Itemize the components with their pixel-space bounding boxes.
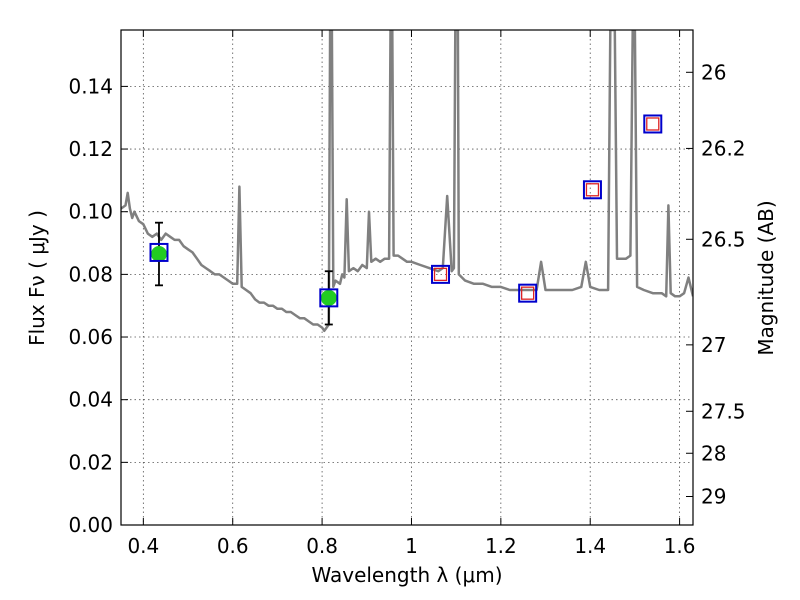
model-photometry-square <box>518 283 538 303</box>
upper-limit-square <box>646 117 660 131</box>
y-tick-label: 0.00 <box>68 513 113 537</box>
model-photometry-square <box>582 180 602 200</box>
tick-layer <box>121 30 693 526</box>
spectrum-line <box>121 30 693 333</box>
upper-limit-square <box>585 183 600 197</box>
x-tick-label: 1 <box>405 534 418 558</box>
y2-tick-label: 27 <box>701 333 726 357</box>
y-tick-label: 0.14 <box>68 74 113 98</box>
y-tick-label: 0.06 <box>68 325 113 349</box>
y2-tick-label: 28 <box>701 441 726 465</box>
y-tick-label: 0.10 <box>68 200 113 224</box>
y2-tick-label: 26.2 <box>701 136 746 160</box>
spectrum-layer <box>121 30 693 333</box>
y-tick-label: 0.04 <box>68 388 113 412</box>
model-photometry-square <box>643 114 663 134</box>
y2-tick-label: 26 <box>701 60 726 84</box>
x-tick-label: 1.6 <box>664 534 696 558</box>
label-layer: 0.4 0.6 0.8 1 1.2 1.4 1.6 0.00 0.02 0.04 0.06 0.08 0… <box>68 60 745 558</box>
observed-point <box>320 289 337 306</box>
x-tick-label: 1.4 <box>574 534 606 558</box>
y2-axis-label: Magnitude (AB) <box>754 200 778 355</box>
y-axis-label: Flux Fν ( μJy ) <box>25 210 49 346</box>
plot-frame <box>120 29 694 526</box>
x-tick-label: 0.6 <box>217 534 249 558</box>
y-tick-label: 0.08 <box>68 262 113 286</box>
upper-limit-square <box>521 286 535 300</box>
model-photometry-square <box>319 288 339 308</box>
y-tick-label: 0.12 <box>68 137 113 161</box>
x-tick-label: 1.2 <box>485 534 517 558</box>
model-photometry-square <box>149 242 169 262</box>
y2-tick-label: 29 <box>701 484 726 508</box>
x-axis-label: Wavelength λ (μm) <box>311 563 502 587</box>
x-tick-label: 0.8 <box>306 534 338 558</box>
y2-tick-label: 26.5 <box>701 227 746 251</box>
observed-point <box>150 246 167 263</box>
marker-layer <box>149 114 663 326</box>
upper-limit-square <box>433 267 448 282</box>
x-tick-label: 0.4 <box>127 534 159 558</box>
y-tick-label: 0.02 <box>68 450 113 474</box>
model-photometry-square <box>431 264 451 284</box>
y2-tick-label: 27.5 <box>701 399 746 423</box>
